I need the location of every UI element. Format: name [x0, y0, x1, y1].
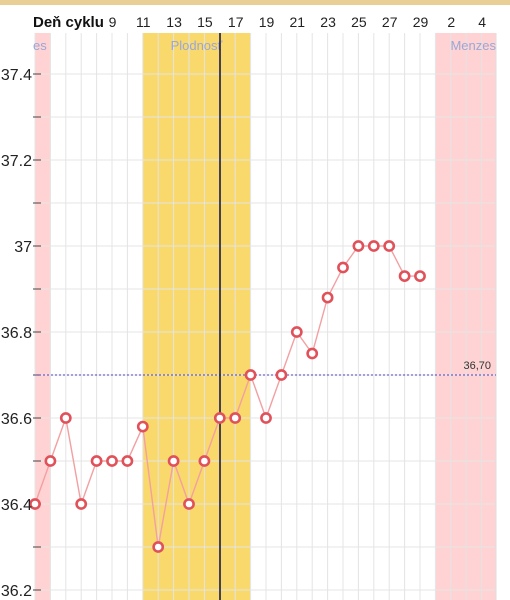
coverline-label: 36,70: [463, 360, 491, 372]
header-bar: [0, 5, 510, 33]
data-point-21[interactable]: [352, 240, 365, 252]
data-point-11[interactable]: [198, 455, 211, 467]
data-point-19[interactable]: [321, 291, 334, 304]
y-tick-label: 36.2: [1, 583, 32, 600]
x-tick-label: 27: [382, 14, 398, 30]
data-point-9[interactable]: [167, 455, 180, 467]
x-tick-label: 2: [447, 14, 455, 30]
x-tick-label: 17: [228, 14, 244, 30]
x-tick-label: 9: [109, 14, 117, 30]
data-point-14[interactable]: [244, 369, 257, 381]
x-tick-label: 23: [320, 14, 336, 30]
grid-layer: [33, 33, 497, 600]
y-tick-label: 37.4: [1, 67, 32, 84]
data-point-17[interactable]: [290, 326, 303, 338]
data-point-0[interactable]: [29, 498, 41, 510]
x-tick-label: 13: [166, 14, 182, 30]
data-point-23[interactable]: [383, 240, 396, 252]
data-point-5[interactable]: [106, 455, 118, 467]
data-point-1[interactable]: [44, 455, 57, 467]
data-point-18[interactable]: [306, 347, 319, 360]
data-point-12[interactable]: [213, 412, 226, 424]
data-point-6[interactable]: [121, 455, 134, 467]
x-tick-label: 4: [478, 14, 486, 30]
data-point-24[interactable]: [398, 270, 411, 282]
y-tick-label: 37.2: [1, 153, 32, 170]
band-label-0: es: [33, 38, 47, 53]
header-bar-top-stripe: [0, 0, 510, 5]
coverline-layer: 36,70: [35, 360, 496, 376]
x-tick-label: 19: [259, 14, 275, 30]
x-axis-title: Deň cyklu: [33, 14, 104, 31]
y-tick-label: 36.8: [1, 325, 32, 342]
y-axis-ticks: 37.4 37.2 37 36.8 36.6 36.4 36.2: [1, 67, 32, 600]
band-fertile-1: [143, 33, 250, 600]
band-labels-layer: es Plodnosť Menzes: [33, 38, 496, 53]
band-menstruation-0: [35, 33, 50, 600]
data-point-4[interactable]: [90, 455, 103, 467]
data-point-16[interactable]: [275, 369, 288, 381]
data-point-13[interactable]: [229, 412, 242, 424]
temperature-series-layer: [29, 240, 426, 553]
data-point-10[interactable]: [183, 498, 195, 510]
data-point-3[interactable]: [75, 498, 88, 510]
x-tick-label: 11: [136, 14, 151, 30]
band-label-1: Plodnosť: [171, 38, 223, 53]
data-point-7[interactable]: [136, 420, 149, 433]
data-point-15[interactable]: [260, 412, 272, 424]
data-point-2[interactable]: [59, 412, 72, 424]
data-point-8[interactable]: [152, 541, 165, 553]
x-tick-label: 15: [197, 14, 213, 30]
data-point-22[interactable]: [367, 240, 380, 252]
y-tick-label: 37: [14, 239, 32, 256]
x-tick-label: 25: [351, 14, 367, 30]
y-tick-label: 36.6: [1, 411, 32, 428]
x-axis-ticks: 9 11 13 15 17 19 21 23 25 27 29 2 4: [109, 14, 487, 30]
y-tick-label: 36.4: [1, 497, 32, 514]
x-tick-label: 21: [290, 14, 306, 30]
data-point-25[interactable]: [414, 270, 426, 282]
data-point-20[interactable]: [337, 261, 349, 274]
x-tick-label: 29: [413, 14, 429, 30]
band-label-2: Menzes: [450, 38, 496, 53]
